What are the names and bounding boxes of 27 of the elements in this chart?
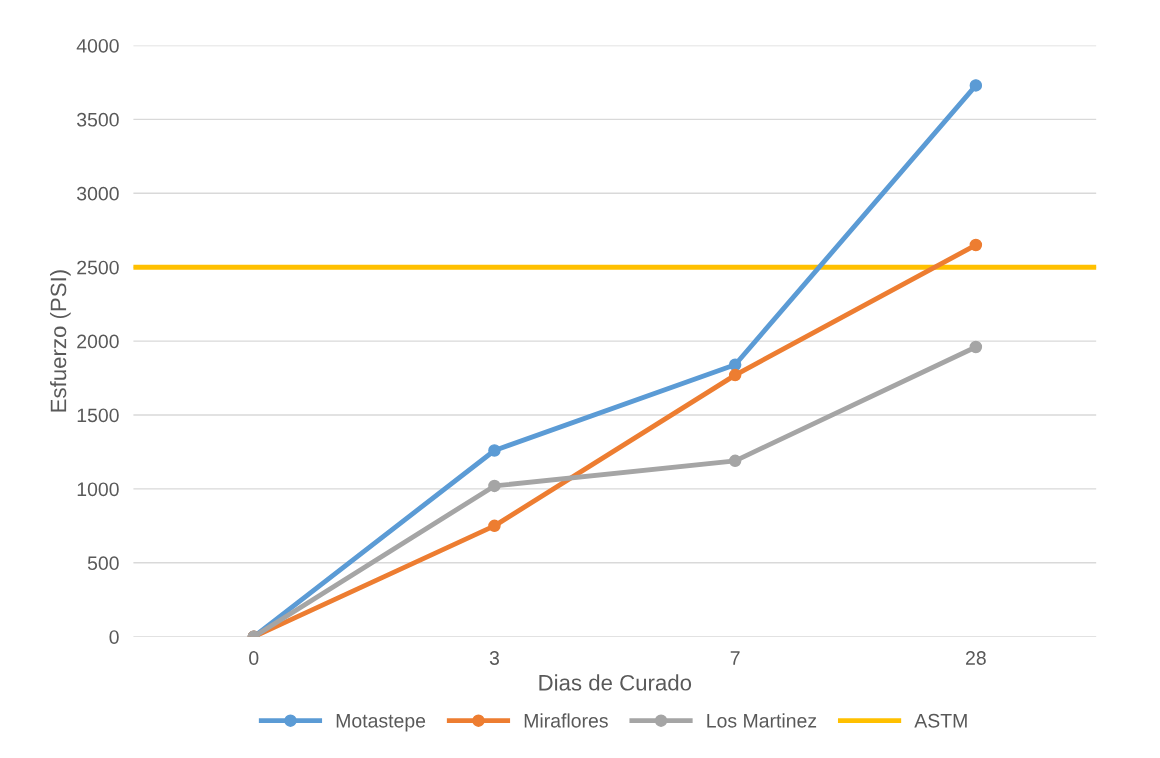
legend-label: Los Martinez [707, 713, 817, 728]
y-tick-label: 0 [109, 630, 119, 644]
point [969, 238, 983, 252]
y-tick-label: 1500 [77, 408, 119, 423]
point [728, 368, 742, 382]
legend-label: Motastepe [336, 714, 426, 732]
y-tick-label: 2500 [77, 260, 119, 275]
x-tick-label: 28 [966, 651, 986, 665]
legend-label: Miraflores [524, 713, 608, 728]
point [488, 479, 501, 493]
point [488, 444, 501, 457]
x-axis-title: Dias de Curado [539, 674, 692, 691]
legend-label: ASTM [914, 713, 967, 728]
x-tick-label: 7 [730, 651, 740, 665]
point [969, 340, 983, 354]
y-tick-label: 3500 [77, 112, 119, 127]
y-tick-label: 500 [87, 556, 119, 571]
y-tick-label: 1000 [77, 482, 119, 497]
point [488, 519, 501, 533]
x-tick-label: 0 [249, 651, 259, 665]
y-tick-label: 2000 [77, 334, 119, 349]
y-axis-title: Esfuerzo (PSI) [49, 270, 71, 412]
y-tick-label: 4000 [76, 38, 119, 53]
x-tick-label: 3 [489, 651, 499, 665]
y-tick-label: 3000 [77, 186, 119, 201]
point [728, 454, 742, 468]
point [969, 79, 983, 92]
